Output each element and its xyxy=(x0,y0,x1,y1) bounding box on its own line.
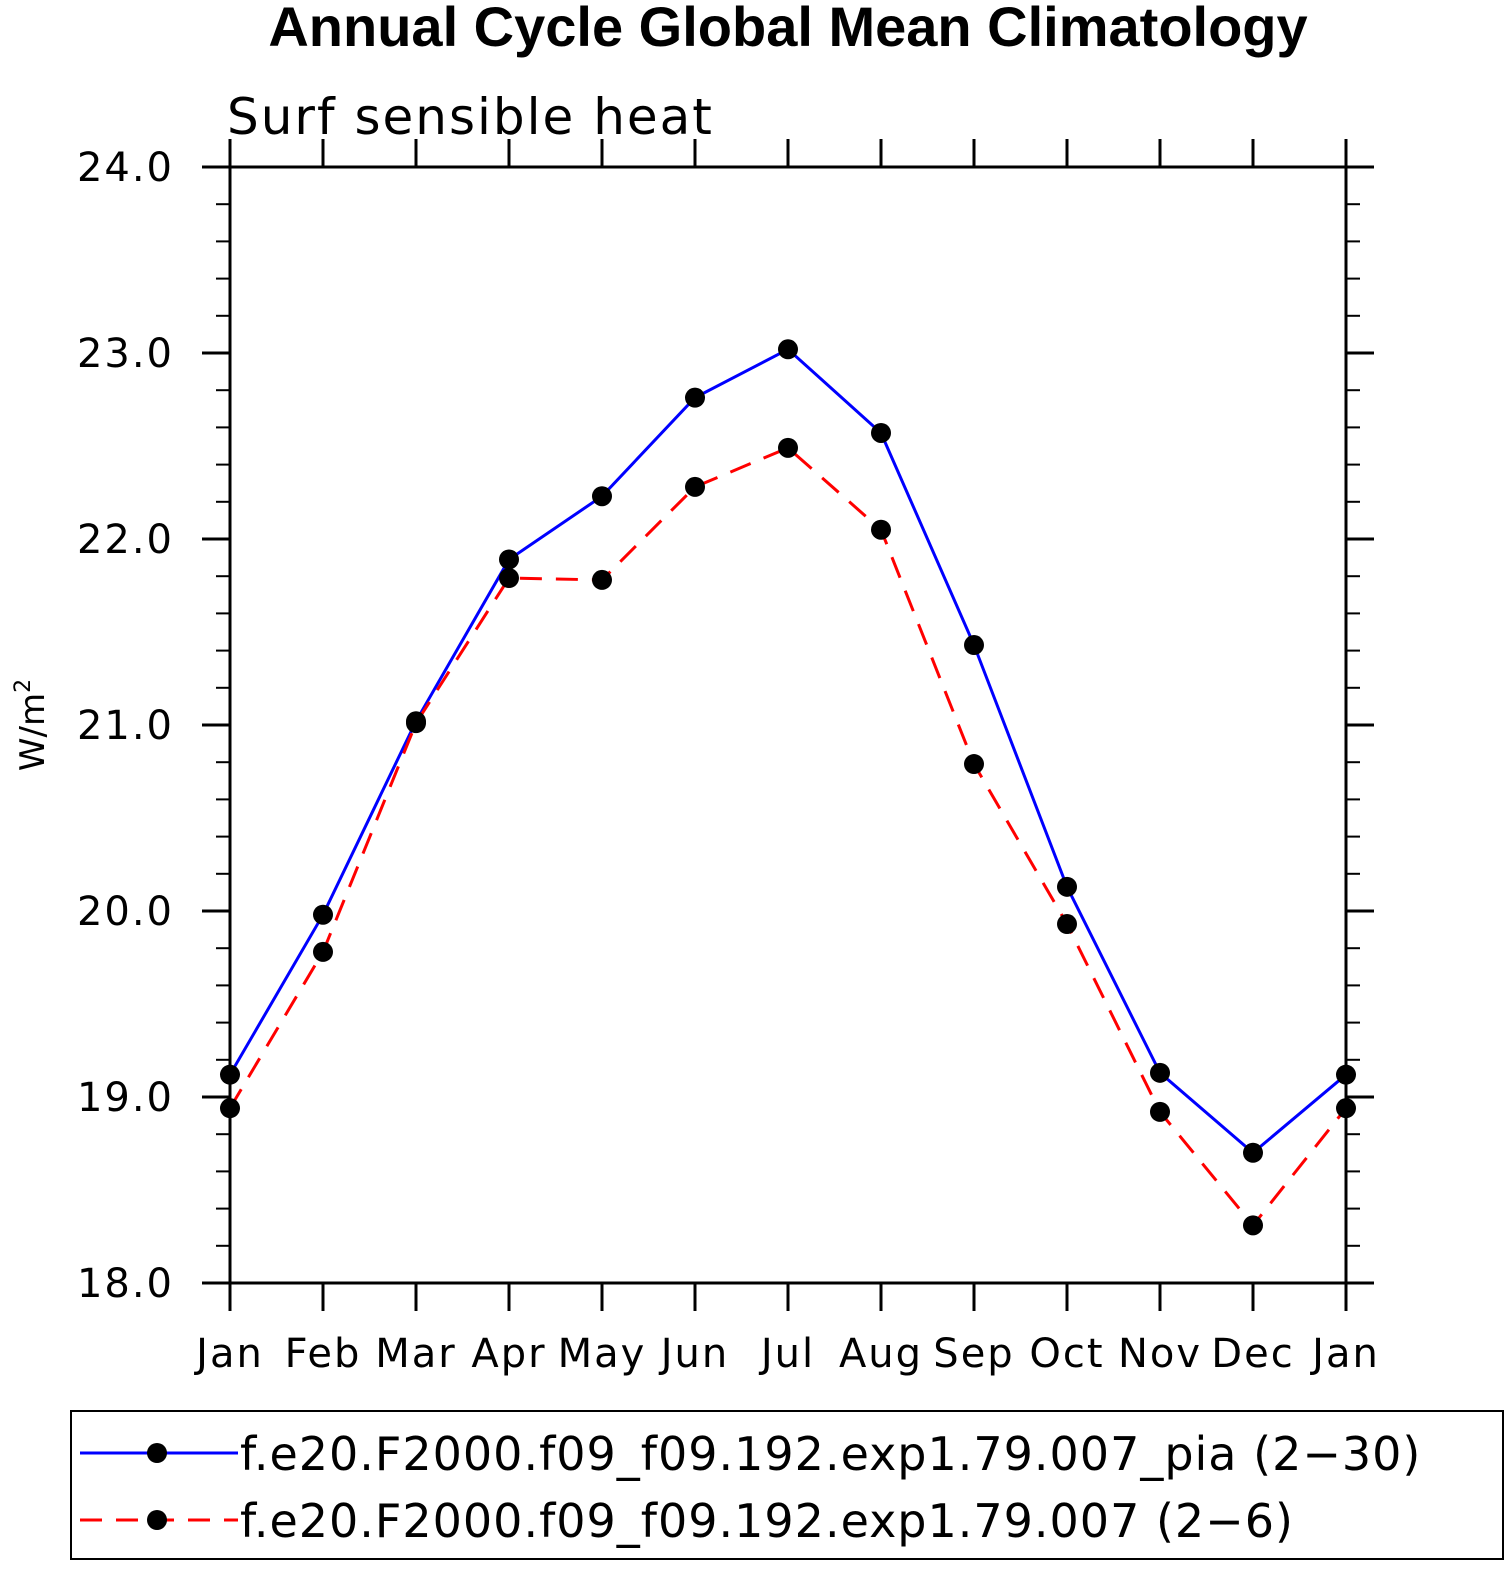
legend-marker-2 xyxy=(147,1510,167,1530)
series-2-point xyxy=(1336,1098,1356,1119)
series-1-point xyxy=(1150,1062,1170,1083)
legend-label-2: f.e20.F2000.f09_f09.192.exp1.79.007 (2−6… xyxy=(240,1494,1294,1548)
series-2-point xyxy=(406,713,426,734)
x-tick-label: Aug xyxy=(839,1331,923,1377)
series-line-2 xyxy=(228,446,1348,1228)
x-tick-label: Jun xyxy=(658,1331,730,1377)
series-1-point xyxy=(871,422,891,443)
y-tick-label: 18.0 xyxy=(77,1261,174,1307)
legend-box xyxy=(70,1410,1504,1560)
series-2-point xyxy=(1243,1215,1263,1236)
series-2-point xyxy=(1057,914,1077,935)
y-tick-label: 23.0 xyxy=(77,331,174,377)
series-1-point xyxy=(1243,1142,1263,1163)
series-2-point xyxy=(778,437,798,458)
series-2-point xyxy=(964,754,984,775)
y-tick-label: 22.0 xyxy=(77,517,174,563)
series-2-point xyxy=(871,519,891,540)
series-layer xyxy=(220,339,1356,1236)
series-2-point xyxy=(685,476,705,497)
chart-title: Annual Cycle Global Mean Climatology xyxy=(268,0,1307,58)
y-tick-label: 19.0 xyxy=(77,1075,174,1121)
y-axis-label: W/m2 xyxy=(11,679,53,771)
series-1-point xyxy=(964,635,984,656)
series-1-point xyxy=(592,486,612,507)
series-1-point xyxy=(1336,1064,1356,1085)
series-1-point xyxy=(313,904,333,925)
y-tick-label: 21.0 xyxy=(77,703,174,749)
x-tick-label: Jul xyxy=(758,1331,815,1377)
series-line-1 xyxy=(228,347,1347,1155)
x-tick-label: Apr xyxy=(471,1331,546,1377)
x-tick-label: Jan xyxy=(1309,1331,1380,1377)
series-2-point xyxy=(220,1098,240,1119)
series-2-point xyxy=(592,569,612,590)
series-1-point xyxy=(220,1064,240,1085)
x-tick-label: Mar xyxy=(375,1331,456,1377)
axes: Jan Feb Mar Apr May Jun Jul Aug Sep Oct Nov Dec Jan 1… xyxy=(77,139,1380,1377)
y-tick-label: 24.0 xyxy=(77,145,174,191)
x-tick-label: May xyxy=(558,1331,647,1377)
series-1-point xyxy=(778,339,798,360)
plot-frame xyxy=(228,165,1348,1285)
series-2-point xyxy=(313,941,333,962)
series-1-point xyxy=(1057,876,1077,897)
series-1-point xyxy=(499,549,519,570)
y-axis-label-superscript: 2 xyxy=(11,679,36,693)
x-tick-label: Nov xyxy=(1118,1331,1202,1377)
x-tick-label: Dec xyxy=(1211,1331,1294,1377)
y-tick-label: 20.0 xyxy=(77,889,174,935)
legend-marker-1 xyxy=(147,1443,167,1463)
x-tick-label: Jan xyxy=(193,1331,264,1377)
series-1-point xyxy=(685,387,705,408)
series-2-point xyxy=(1150,1101,1170,1122)
chart-subtitle: Surf sensible heat xyxy=(227,88,714,146)
x-tick-label: Oct xyxy=(1029,1331,1104,1377)
y-axis-label-unit: W/m xyxy=(13,693,53,771)
legend-label-1: f.e20.F2000.f09_f09.192.exp1.79.007_pia … xyxy=(240,1427,1421,1481)
x-tick-label: Feb xyxy=(285,1331,362,1377)
series-2-point xyxy=(499,568,519,589)
legend: f.e20.F2000.f09_f09.192.exp1.79.007_pia … xyxy=(70,1410,1504,1560)
x-tick-label: Sep xyxy=(933,1331,1014,1377)
